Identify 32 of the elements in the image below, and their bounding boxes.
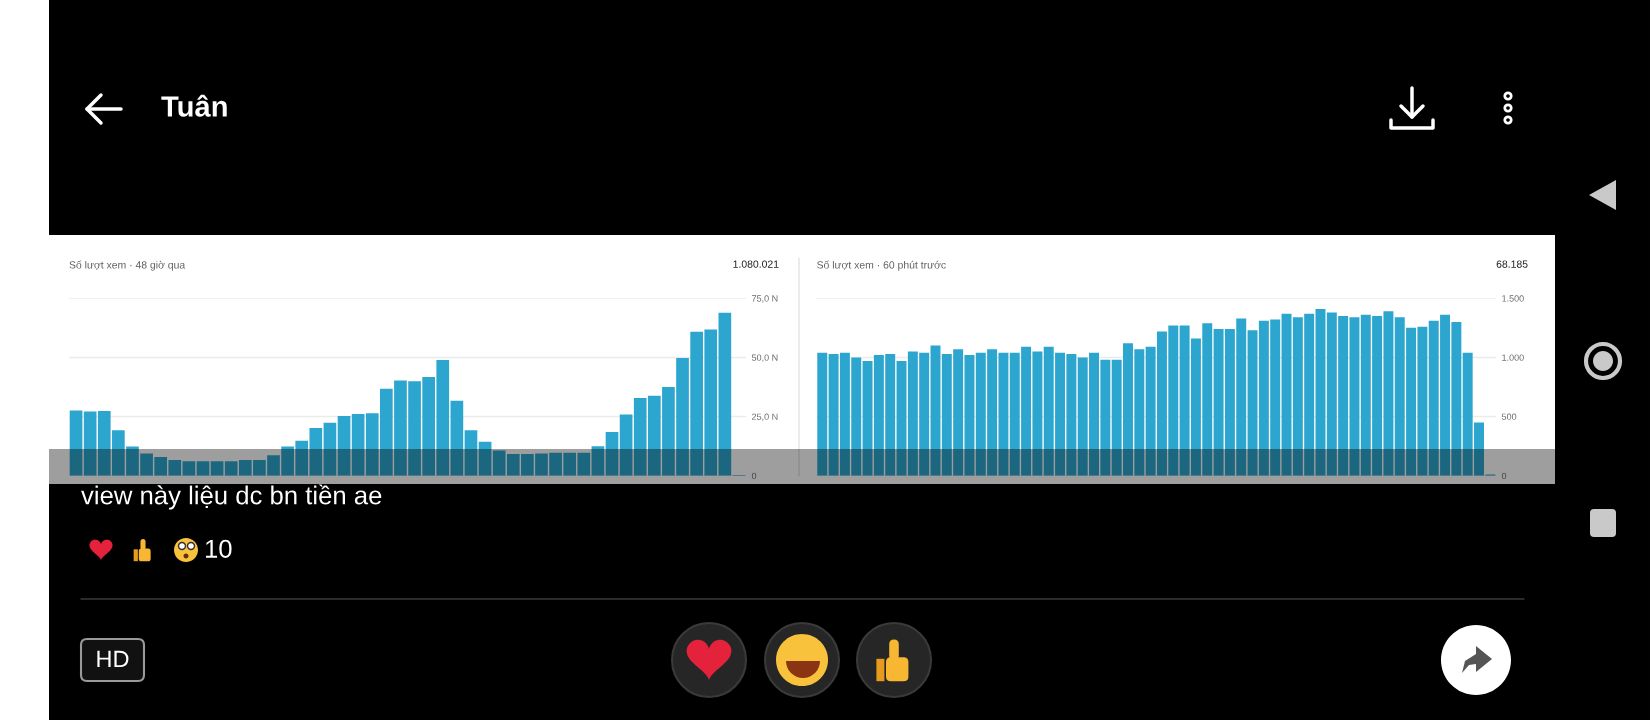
bar — [930, 345, 941, 476]
y-tick-label: 25,0 N — [752, 413, 778, 421]
bar — [619, 414, 633, 476]
bar — [337, 416, 351, 476]
bar — [182, 461, 196, 476]
y-tick-label: 0 — [751, 472, 757, 480]
text: Tuân — [161, 94, 227, 117]
chart-title: Số lượt xem · 48 giờ qua — [69, 260, 186, 271]
bar — [1315, 308, 1326, 476]
y-tick-label: 1.500 — [1502, 295, 1524, 302]
bar — [210, 461, 224, 476]
y-tick-label: 500 — [1501, 413, 1517, 420]
text: 1.080.021 — [733, 260, 779, 268]
bar — [591, 446, 605, 476]
bar — [464, 430, 478, 476]
bar — [351, 413, 365, 476]
bar — [196, 461, 210, 476]
text: 68.185 — [1496, 260, 1528, 268]
y-tick-label: 75,0 N — [752, 295, 778, 303]
text: HD — [97, 650, 129, 668]
text: 10 — [205, 539, 232, 558]
bar — [450, 400, 464, 476]
bar — [817, 352, 828, 476]
y-tick-label: 1.000 — [1502, 354, 1524, 361]
bar — [605, 431, 619, 476]
bar — [323, 422, 337, 476]
bar — [69, 410, 83, 476]
y-tick-label: 0 — [1501, 472, 1507, 480]
y-tick-label: 50,0 N — [751, 354, 778, 362]
text: view này liệu dc bn tiền ae — [81, 484, 382, 510]
bar — [478, 441, 492, 476]
chart-title: Số lượt xem · 60 phút trước — [817, 260, 946, 271]
